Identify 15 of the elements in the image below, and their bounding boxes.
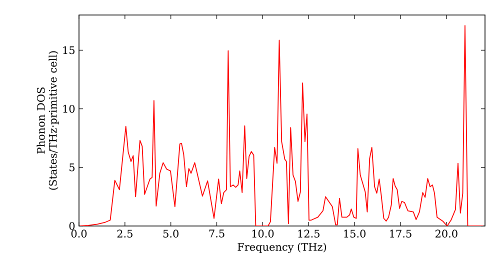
y-tick-label: 0 <box>69 222 75 230</box>
x-tick-label: 7.5 <box>209 230 224 238</box>
x-axis-title: Frequency (THz) <box>238 242 326 254</box>
x-tick-label: 15.0 <box>344 230 366 238</box>
x-tick-label: 20.0 <box>435 230 458 238</box>
x-tick-label: 5.0 <box>163 230 178 238</box>
y-axis-title: Phonon DOS (States/THz·primitive cell) <box>36 51 59 190</box>
y-tick-label: 5 <box>70 164 75 172</box>
x-tick-label: 10.0 <box>252 230 274 238</box>
y-tick-label: 10 <box>63 104 75 113</box>
x-tick-label: 2.5 <box>117 230 132 238</box>
x-tick-label: 0.0 <box>71 230 87 238</box>
y-tick-label: 15 <box>63 46 74 54</box>
x-tick-label: 12.5 <box>298 230 320 238</box>
x-tick-label: 17.5 <box>390 230 412 238</box>
